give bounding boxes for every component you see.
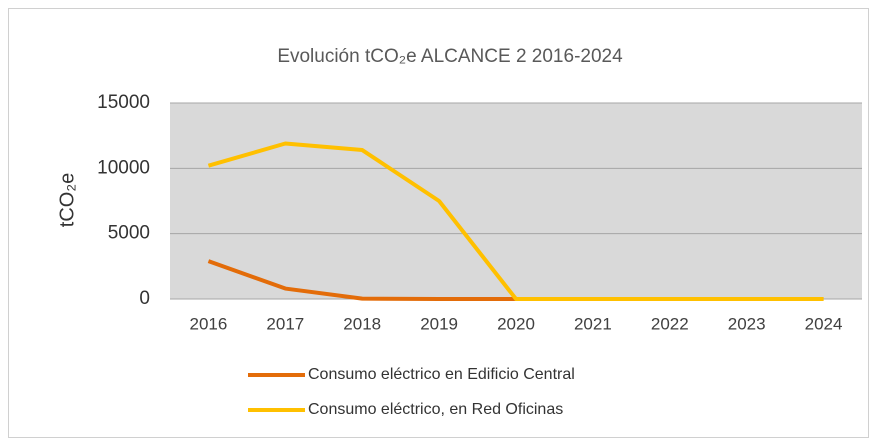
legend-label: Consumo eléctrico en Edificio Central [308,366,575,383]
x-tick-label: 2023 [728,314,766,333]
legend-label: Consumo eléctrico, en Red Oficinas [308,401,563,418]
y-tick-label: 15000 [97,92,150,113]
plot-area [170,103,862,299]
x-tick-label: 2024 [805,314,843,333]
x-tick-label: 2017 [266,314,304,333]
x-tick-label: 2022 [651,314,689,333]
y-axis-label: tCO₂e [56,173,78,227]
y-tick-label: 10000 [97,157,150,178]
x-tick-label: 2020 [497,314,535,333]
y-tick-label: 0 [139,288,150,309]
x-tick-label: 2016 [190,314,228,333]
chart-title: Evolución tCO₂e ALCANCE 2 2016-2024 [277,46,623,67]
series-line [207,141,824,301]
x-tick-label: 2021 [574,314,612,333]
y-tick-label: 5000 [108,223,150,244]
x-tick-label: 2019 [420,314,458,333]
x-tick-label: 2018 [343,314,381,333]
